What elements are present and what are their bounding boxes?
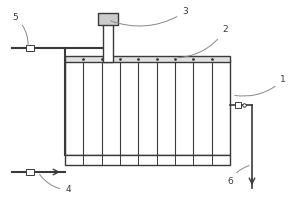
Text: 2: 2 [178, 25, 228, 58]
Text: 4: 4 [40, 174, 71, 194]
Text: 6: 6 [227, 166, 249, 186]
Bar [26, 45, 34, 51]
Bar [65, 56, 230, 62]
Text: 1: 1 [235, 75, 286, 96]
Bar [65, 155, 230, 165]
Bar [103, 22, 113, 62]
Bar [235, 102, 241, 108]
Bar [65, 60, 230, 155]
Text: 3: 3 [111, 7, 188, 26]
Text: 5: 5 [12, 12, 28, 45]
Bar [98, 13, 118, 25]
Bar [26, 169, 34, 175]
